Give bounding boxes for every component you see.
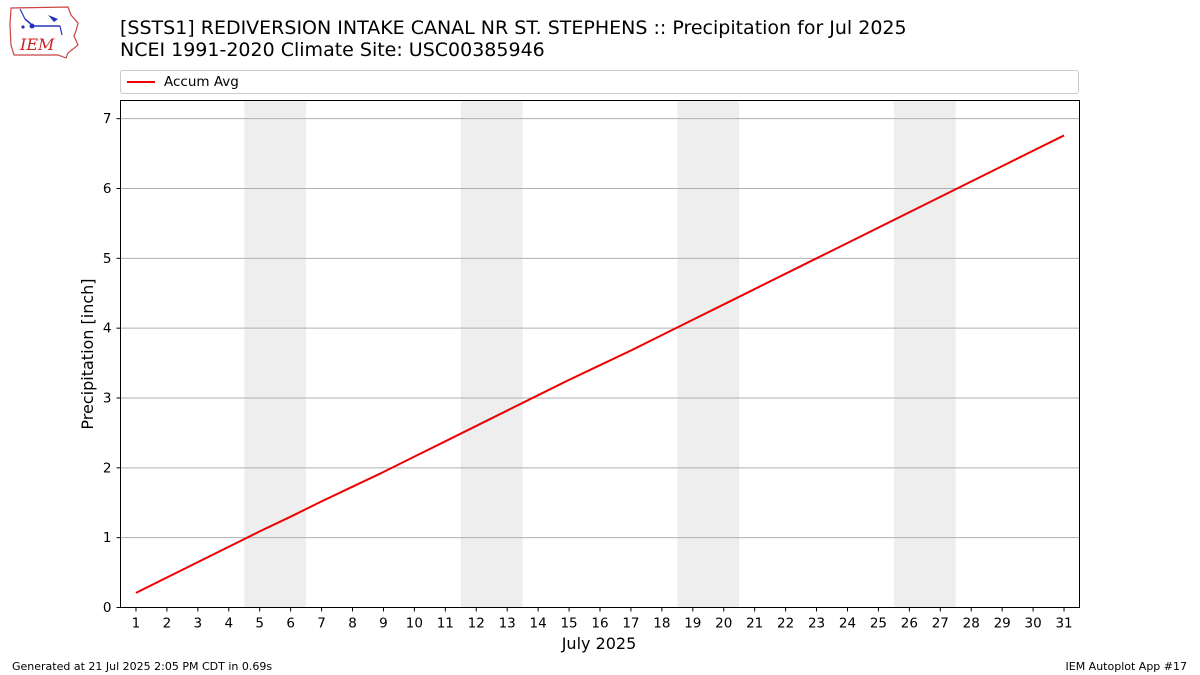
weekend-band — [244, 100, 307, 608]
x-tick-label: 17 — [622, 616, 639, 632]
plot-frame — [120, 100, 1080, 608]
x-tick-label: 7 — [317, 616, 326, 632]
x-tick-label: 11 — [437, 616, 454, 632]
x-tick-label: 30 — [1025, 616, 1042, 632]
y-tick-label: 4 — [103, 321, 112, 337]
weekend-band — [677, 100, 740, 608]
x-tick-label: 22 — [777, 616, 794, 632]
y-tick-label: 5 — [103, 251, 112, 267]
x-tick-label: 23 — [808, 616, 825, 632]
x-tick-label: 1 — [132, 616, 141, 632]
x-tick-label: 24 — [839, 616, 856, 632]
x-tick-label: 10 — [406, 616, 423, 632]
x-tick-label: 9 — [379, 616, 388, 632]
y-tick-label: 1 — [103, 530, 112, 546]
x-tick-label: 6 — [286, 616, 295, 632]
x-tick-label: 26 — [901, 616, 918, 632]
series-line-accum-avg — [135, 134, 1065, 594]
chart-subtitle: NCEI 1991-2020 Climate Site: USC00385946 — [120, 39, 545, 61]
legend-swatch — [127, 81, 155, 83]
x-tick-label: 3 — [194, 616, 203, 632]
x-tick-label: 28 — [963, 616, 980, 632]
x-tick-label: 4 — [224, 616, 233, 632]
iem-logo: IEM — [9, 6, 79, 59]
app-credit: IEM Autoplot App #17 — [1065, 660, 1188, 673]
x-tick-label: 15 — [560, 616, 577, 632]
x-tick-label: 5 — [255, 616, 264, 632]
x-tick-label: 20 — [715, 616, 732, 632]
x-tick-label: 2 — [163, 616, 172, 632]
x-tick-label: 19 — [684, 616, 701, 632]
legend-label: Accum Avg — [164, 74, 239, 90]
x-tick-label: 14 — [530, 616, 547, 632]
y-axis-label: Precipitation [inch] — [78, 278, 97, 429]
x-tick-label: 16 — [591, 616, 608, 632]
legend: Accum Avg — [120, 70, 1079, 94]
weekend-band — [460, 100, 523, 608]
x-tick-label: 29 — [994, 616, 1011, 632]
weekend-band — [893, 100, 956, 608]
x-axis-label: July 2025 — [561, 634, 637, 653]
y-tick-label: 2 — [103, 460, 112, 476]
x-tick-label: 13 — [499, 616, 516, 632]
y-tick-label: 3 — [103, 390, 112, 406]
logo-text: IEM — [19, 35, 55, 54]
y-tick-label: 6 — [103, 181, 112, 197]
x-tick-label: 31 — [1055, 616, 1072, 632]
generated-timestamp: Generated at 21 Jul 2025 2:05 PM CDT in … — [12, 660, 273, 673]
x-tick-label: 21 — [746, 616, 763, 632]
x-tick-label: 25 — [870, 616, 887, 632]
x-tick-label: 27 — [932, 616, 949, 632]
y-tick-label: 7 — [103, 111, 112, 127]
x-tick-label: 12 — [468, 616, 485, 632]
y-tick-label: 0 — [103, 600, 112, 616]
chart-title: [SSTS1] REDIVERSION INTAKE CANAL NR ST. … — [120, 17, 907, 39]
x-tick-label: 18 — [653, 616, 670, 632]
x-tick-label: 8 — [348, 616, 357, 632]
